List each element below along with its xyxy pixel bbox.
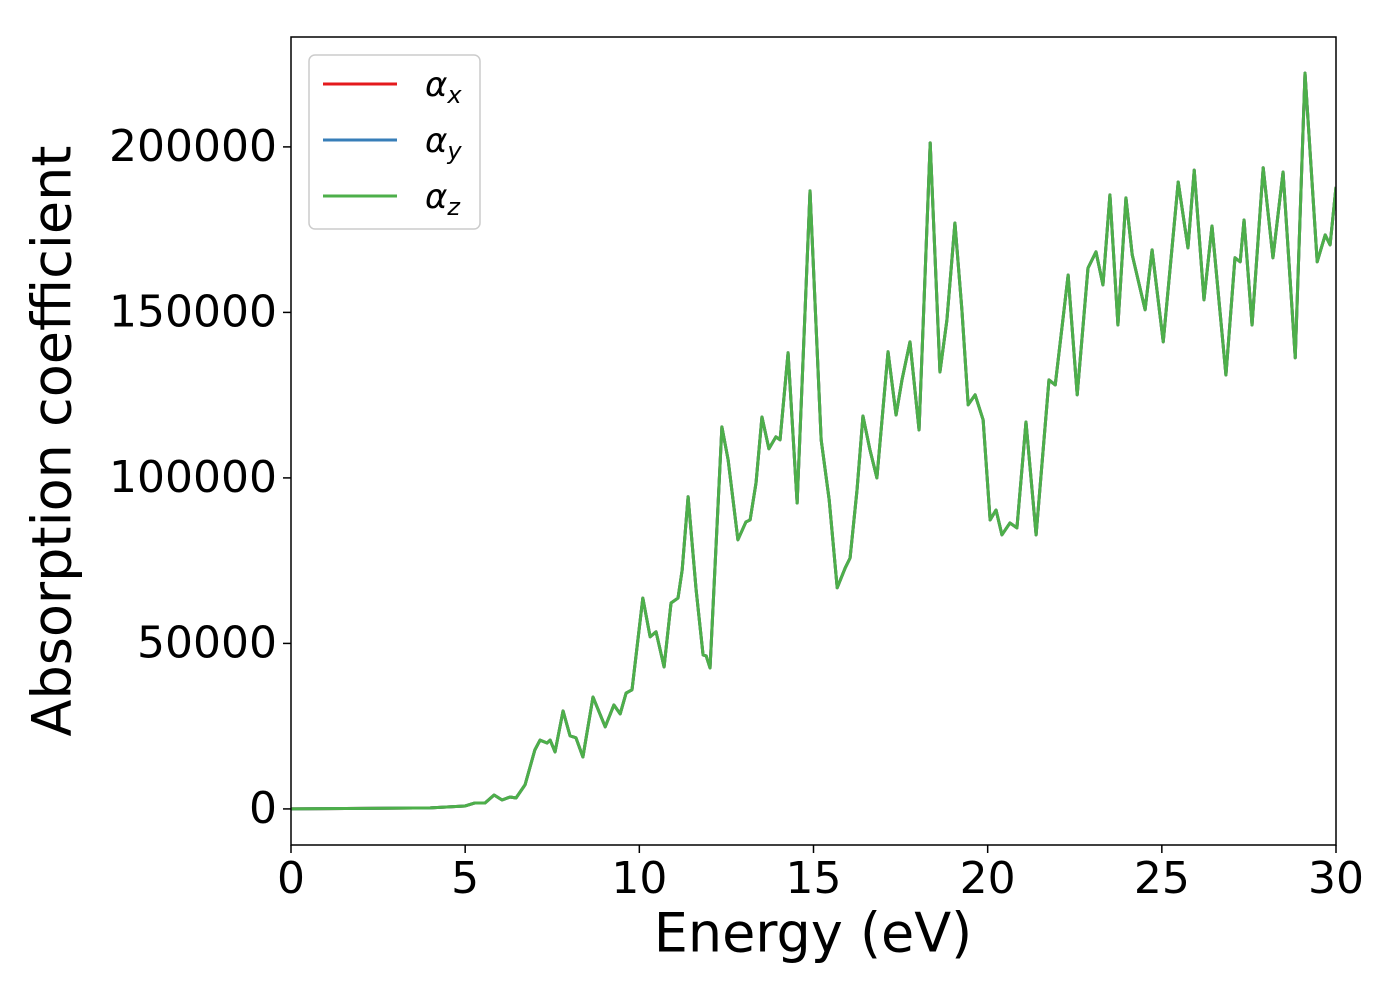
legend-label: αy xyxy=(425,121,462,166)
x-axis-label: Energy (eV) xyxy=(654,902,973,965)
y-tick-label: 200000 xyxy=(109,121,277,172)
y-tick-label: 150000 xyxy=(109,286,277,337)
y-tick-label: 100000 xyxy=(109,452,277,503)
series-line xyxy=(291,71,1336,811)
y-tick-label: 50000 xyxy=(137,617,277,668)
x-tick-label: 5 xyxy=(451,853,479,904)
x-tick-label: 15 xyxy=(786,853,842,904)
y-axis-label: Absorption coefficient xyxy=(21,146,84,737)
x-tick-label: 10 xyxy=(611,853,667,904)
legend-label: αx xyxy=(425,65,462,110)
x-tick-label: 25 xyxy=(1134,853,1190,904)
x-tick-label: 20 xyxy=(960,853,1016,904)
legend-label: αz xyxy=(425,177,461,222)
x-tick-label: 0 xyxy=(277,853,305,904)
legend-box xyxy=(308,54,481,230)
x-tick-label: 30 xyxy=(1308,853,1364,904)
y-tick-label: 0 xyxy=(249,783,277,834)
plot-frame xyxy=(290,36,1337,846)
